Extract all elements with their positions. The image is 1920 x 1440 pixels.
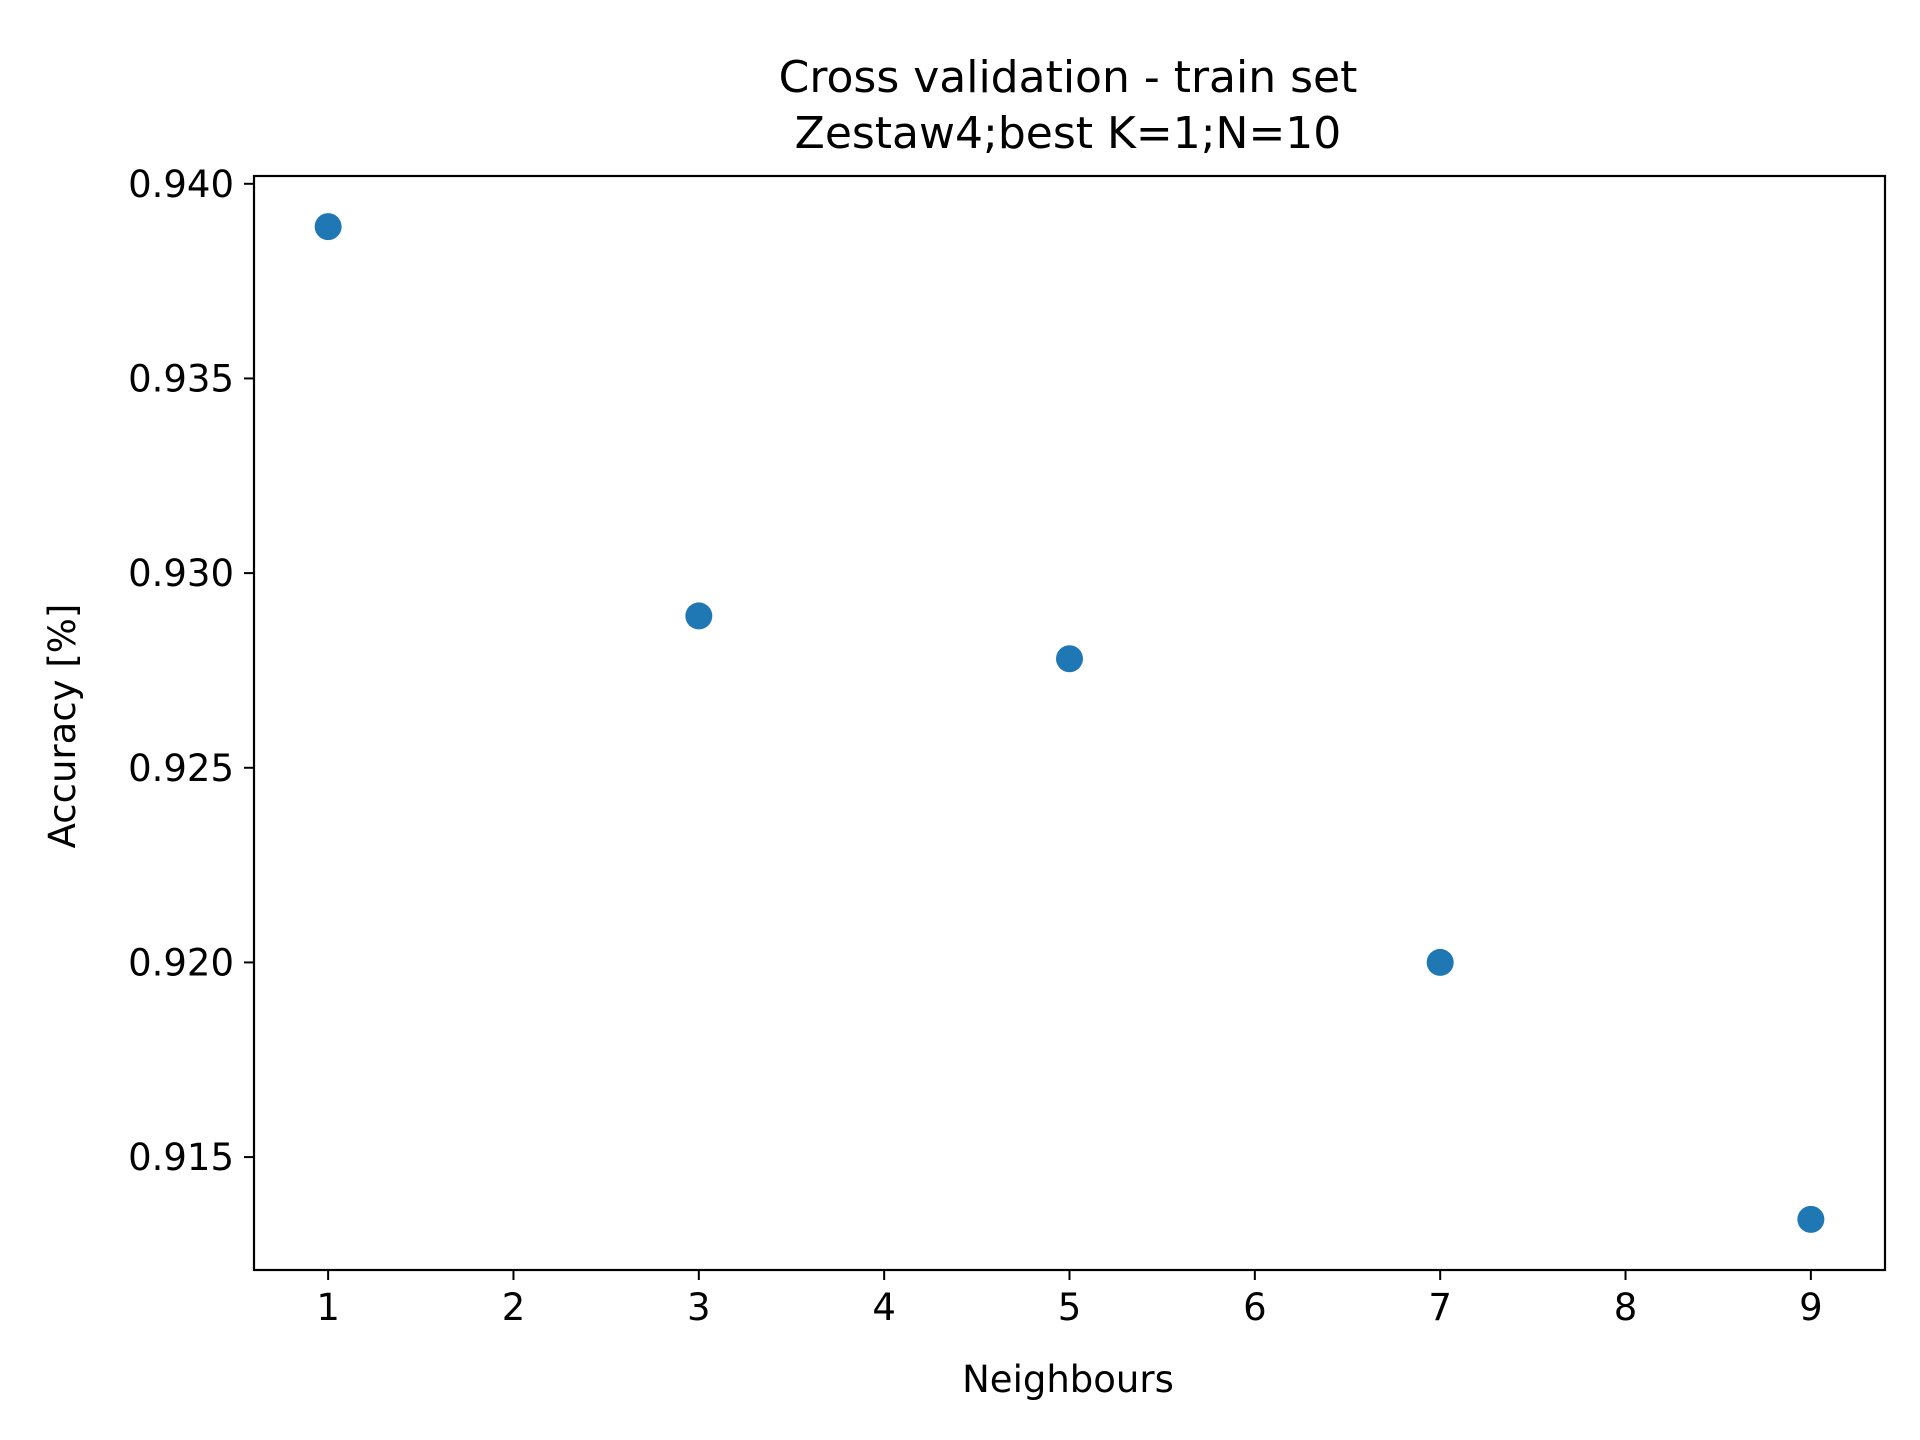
chart-subtitle: Zestaw4;best K=1;N=10 [795,108,1342,159]
y-tick-label: 0.935 [128,357,234,400]
x-axis-label: Neighbours [962,1358,1174,1401]
x-tick-label: 5 [1058,1286,1082,1329]
data-point [685,602,713,630]
y-axis-label: Accuracy [%] [41,604,84,849]
y-tick-label: 0.930 [128,552,234,595]
x-tick-label: 9 [1799,1286,1823,1329]
x-tick-label: 8 [1614,1286,1638,1329]
plot-area: 1 2 3 4 5 6 7 8 9 0.915 0.920 0.925 0.930 0.935 0.940 [128,163,1887,1329]
x-tick-label: 2 [502,1286,526,1329]
data-point [1797,1205,1825,1233]
x-tick-label: 6 [1243,1286,1267,1329]
data-point [1056,645,1083,673]
x-tick-label: 7 [1428,1286,1452,1329]
data-point [314,213,342,241]
y-tick-label: 0.915 [128,1136,234,1179]
y-tick-label: 0.940 [128,163,234,206]
y-tick-label: 0.920 [128,941,234,984]
y-tick-label: 0.925 [128,747,234,790]
x-tick-label: 3 [687,1286,711,1329]
chart-title: Cross validation - train set [779,52,1358,103]
x-tick-label: 1 [316,1286,340,1329]
data-point [1426,948,1454,976]
x-tick-label: 4 [872,1286,896,1329]
